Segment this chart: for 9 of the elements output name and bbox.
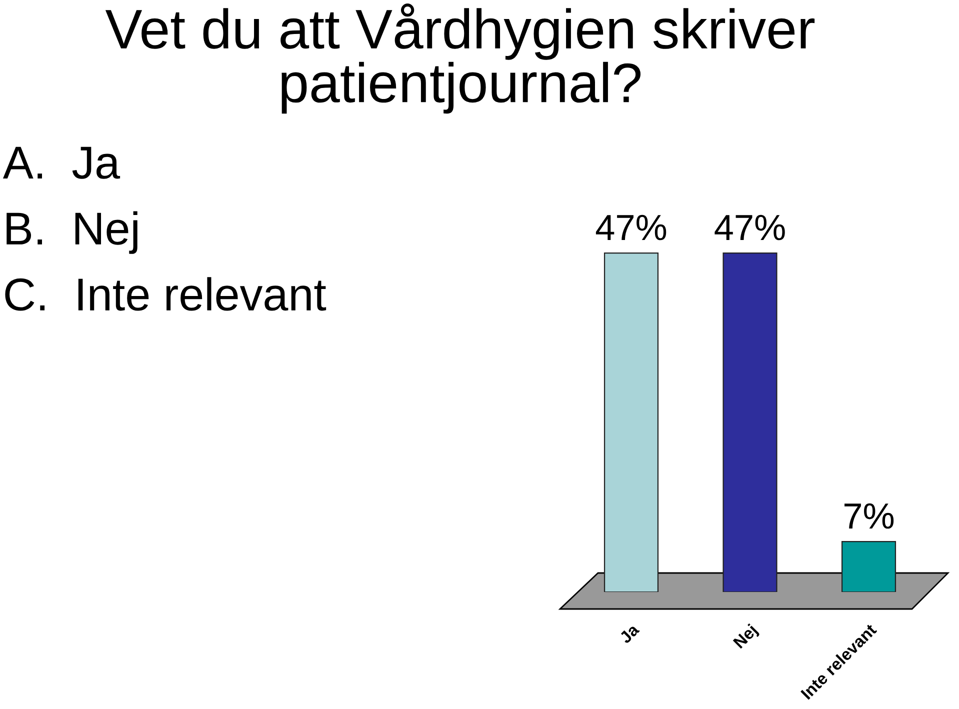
x-tick-label: Nej <box>732 623 760 652</box>
chart-title: Vet du att Vårdhygien skriver patientjournal? <box>105 4 815 114</box>
x-tick-label: Ja <box>618 622 640 644</box>
data-label: 7% <box>844 503 894 529</box>
text: A. Ja <box>2 146 120 179</box>
data-label: 47% <box>596 214 666 240</box>
data-label: 47% <box>714 214 785 240</box>
text: B. Nej <box>6 211 138 254</box>
text: C. Inte relevant <box>5 277 326 311</box>
